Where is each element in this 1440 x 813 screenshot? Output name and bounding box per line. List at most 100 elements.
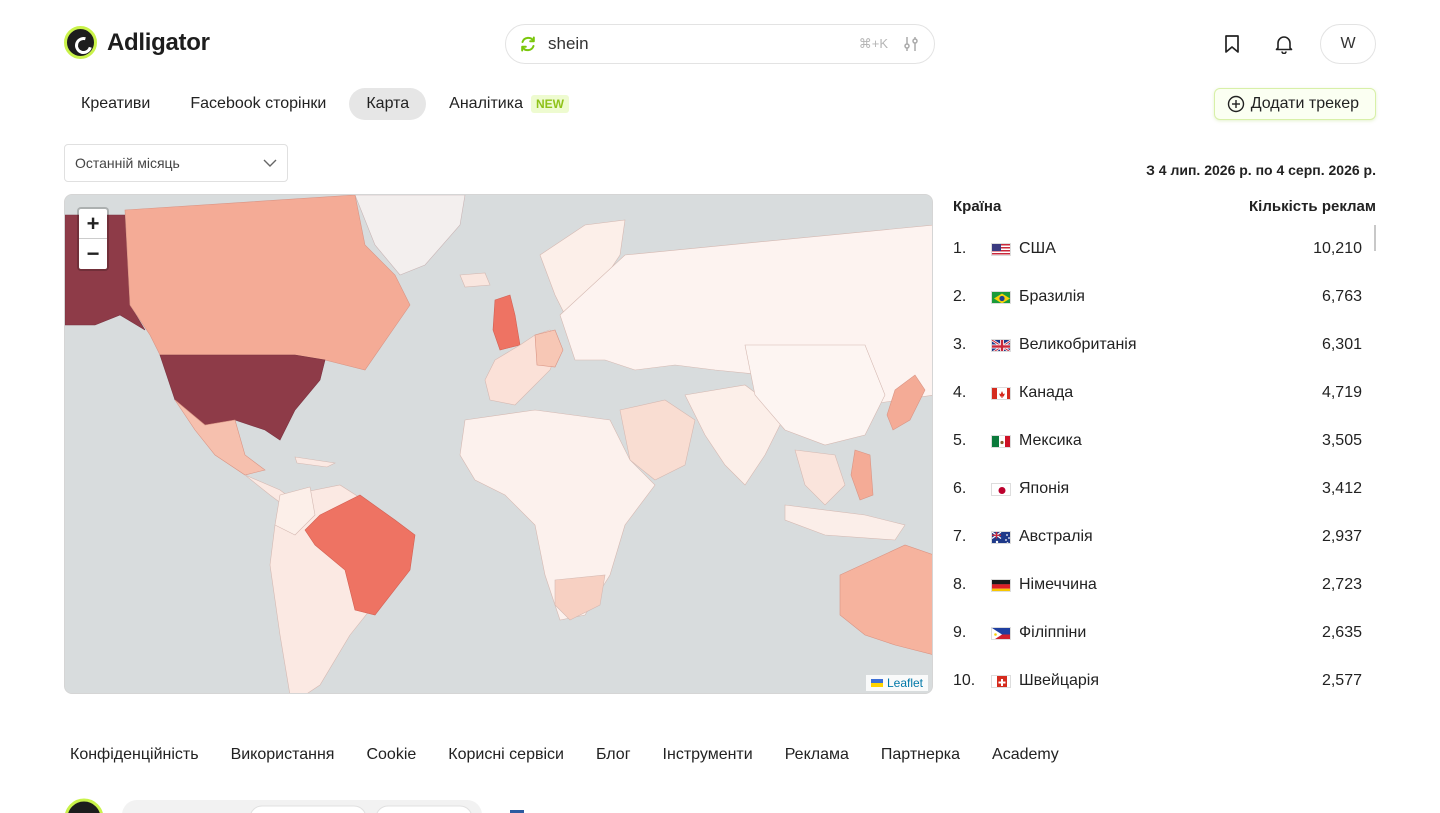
footer-link[interactable]: Використання	[230, 746, 335, 763]
period-select[interactable]: Останній місяць	[64, 144, 288, 182]
row-rank: 1.	[953, 240, 967, 257]
footer-link[interactable]: Партнерка	[880, 746, 961, 763]
tab-creatives[interactable]: Креативи	[64, 88, 167, 120]
zoom-out-button[interactable]: −	[86, 241, 100, 266]
row-ad-count: 2,635	[1321, 624, 1362, 641]
row-country-name: Філіппіни	[1019, 624, 1087, 641]
flag-au-icon	[991, 530, 1011, 544]
tab-map-label: Карта	[366, 95, 410, 112]
column-ad-count: Кількість реклам	[1249, 197, 1376, 215]
footer-link[interactable]: Блог	[595, 746, 631, 763]
row-rank: 6.	[953, 480, 967, 497]
new-badge: NEW	[530, 95, 569, 113]
table-scrollbar[interactable]	[1374, 225, 1376, 251]
refresh-icon[interactable]	[518, 34, 538, 54]
row-ad-count: 6,301	[1321, 336, 1362, 353]
table-row[interactable]: 6. Японія 3,412	[953, 465, 1376, 513]
choropleth-layer	[65, 195, 932, 693]
footer-link[interactable]: Конфіденційність	[70, 746, 199, 763]
row-rank: 3.	[953, 336, 967, 353]
row-ad-count: 6,763	[1321, 288, 1362, 305]
search-shortcut-hint: ⌘+K	[858, 36, 888, 51]
flag-ph-icon	[991, 626, 1011, 640]
table-row[interactable]: 2. Бразилія 6,763	[953, 273, 1376, 321]
footer-links: Конфіденційність Використання Cookie Корисн…	[70, 746, 1059, 764]
row-rank: 2.	[953, 288, 967, 305]
row-country-name: Канада	[1019, 384, 1074, 401]
footer-link[interactable]: Academy	[992, 746, 1059, 763]
add-tracker-label: Додати трекер	[1250, 95, 1359, 112]
row-ad-count: 2,937	[1321, 528, 1362, 545]
bookmark-icon	[1225, 35, 1239, 53]
table-row[interactable]: 5. Мексика 3,505	[953, 417, 1376, 465]
row-ad-count: 2,577	[1321, 672, 1362, 689]
flag-de-icon	[991, 578, 1011, 592]
search-input[interactable]: shein	[548, 34, 589, 53]
table-row[interactable]: 4. Канада 4,719	[953, 369, 1376, 417]
flag-jp-icon	[991, 482, 1011, 496]
notifications-button[interactable]	[1268, 28, 1300, 60]
add-tracker-button[interactable]: Додати трекер	[1213, 88, 1376, 120]
tab-map[interactable]: Карта	[349, 88, 427, 120]
tab-creatives-label: Креативи	[81, 95, 151, 112]
world-map[interactable]: + − Leaflet	[64, 194, 933, 694]
row-country-name: Австралія	[1019, 528, 1093, 545]
row-country-name: Бразилія	[1019, 288, 1085, 305]
country-ranking-table: Країна Кількість реклам 1. США 10,210 2. Бра…	[953, 194, 1376, 705]
plus-circle-icon	[1227, 95, 1244, 113]
top-header: Adligator shein ⌘+K W	[0, 0, 1440, 88]
app-logo[interactable]: Adligator	[64, 26, 210, 59]
search-bar[interactable]: shein ⌘+K	[505, 24, 935, 64]
row-country-name: Німеччина	[1019, 576, 1097, 593]
logo-mark-icon	[64, 26, 97, 59]
tab-analytics-label: Аналітика	[449, 95, 523, 112]
footer-preview	[65, 798, 524, 813]
attribution-link[interactable]: Leaflet	[886, 676, 923, 690]
tab-facebook-pages[interactable]: Facebook сторінки	[173, 88, 343, 120]
table-row[interactable]: 9. Філіппіни 2,635	[953, 609, 1376, 657]
row-rank: 10.	[953, 672, 976, 689]
chevron-down-icon	[263, 159, 277, 167]
filters-icon[interactable]	[902, 35, 920, 53]
tab-analytics[interactable]: Аналітика NEW	[432, 88, 586, 120]
zoom-in-button[interactable]: +	[79, 209, 107, 239]
zoom-control: + −	[77, 207, 109, 271]
table-row[interactable]: 10. Швейцарія 2,577	[953, 657, 1376, 705]
map-attribution[interactable]: Leaflet	[865, 675, 928, 691]
footer-link[interactable]: Реклама	[784, 746, 849, 763]
row-country-name: Мексика	[1019, 432, 1082, 449]
table-row[interactable]: 1. США 10,210	[953, 225, 1376, 273]
flag-mx-icon	[991, 434, 1011, 448]
flag-ch-icon	[991, 674, 1011, 688]
footer-link[interactable]: Інструменти	[662, 746, 753, 763]
row-ad-count: 3,412	[1321, 480, 1362, 497]
row-ad-count: 4,719	[1321, 384, 1362, 401]
column-country: Країна	[953, 197, 1002, 215]
row-country-name: Японія	[1019, 480, 1070, 497]
flag-gb-icon	[991, 338, 1011, 352]
row-rank: 8.	[953, 576, 967, 593]
user-avatar[interactable]: W	[1320, 24, 1376, 64]
row-ad-count: 10,210	[1313, 240, 1362, 257]
row-ad-count: 3,505	[1321, 432, 1362, 449]
row-rank: 7.	[953, 528, 967, 545]
row-rank: 5.	[953, 432, 967, 449]
flag-br-icon	[991, 290, 1011, 304]
row-country-name: США	[1019, 240, 1056, 257]
app-name: Adligator	[107, 28, 210, 56]
table-row[interactable]: 8. Німеччина 2,723	[953, 561, 1376, 609]
header-actions: W	[1216, 24, 1376, 64]
table-row[interactable]: 7. Австралія 2,937	[953, 513, 1376, 561]
footer-link[interactable]: Корисні сервіси	[448, 746, 564, 763]
bookmark-button[interactable]	[1216, 28, 1248, 60]
footer-link[interactable]: Cookie	[366, 746, 417, 763]
flag-us-icon	[991, 242, 1011, 256]
table-row[interactable]: 3. Великобританія 6,301	[953, 321, 1376, 369]
flag-ca-icon	[991, 386, 1011, 400]
row-rank: 9.	[953, 624, 967, 641]
date-range-label: З 4 лип. 2026 р. по 4 серп. 2026 р.	[1146, 162, 1376, 178]
ukraine-flag-icon	[870, 679, 883, 687]
section-tabs: Креативи Facebook сторінки Карта Аналіти…	[64, 88, 586, 120]
tab-facebook-pages-label: Facebook сторінки	[190, 95, 327, 112]
table-body: 1. США 10,210 2. Бразилія 6,763 3. Великобритан…	[953, 225, 1376, 705]
